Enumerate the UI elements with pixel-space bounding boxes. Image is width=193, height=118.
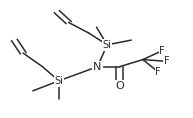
Text: F: F — [155, 67, 161, 77]
Text: Si: Si — [54, 76, 63, 86]
Text: F: F — [164, 56, 170, 66]
Text: N: N — [93, 62, 102, 72]
Text: O: O — [115, 81, 124, 91]
Text: Si: Si — [103, 40, 112, 50]
Text: F: F — [159, 46, 165, 56]
